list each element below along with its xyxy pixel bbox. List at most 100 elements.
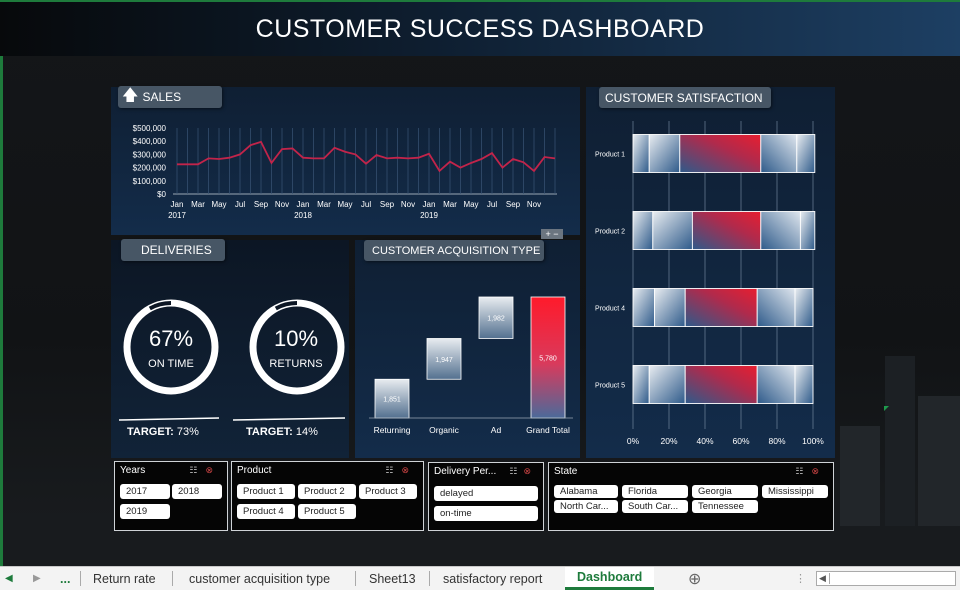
satisfaction-segment (652, 211, 693, 250)
tab-return-rate[interactable]: Return rate (93, 571, 156, 586)
drag-handle-icon[interactable]: ⋮ (795, 573, 806, 585)
satisfaction-segment (756, 365, 796, 404)
years-slicer[interactable]: Years ☷⊗ 2017 2018 2019 (114, 461, 228, 531)
x-tick-label: May (337, 200, 352, 209)
slicer-item-on-time[interactable]: on-time (434, 506, 538, 521)
slicer-multiselect-icon[interactable]: ☷⊗ (509, 466, 537, 476)
category-label: Product 5 (595, 383, 625, 390)
slicer-item-delayed[interactable]: delayed (434, 486, 538, 501)
slicer-multiselect-icon[interactable]: ☷⊗ (795, 466, 827, 476)
x-tick-label: May (463, 200, 478, 209)
waterfall-value-label: 1,947 (435, 357, 453, 364)
more-sheets-button[interactable]: ... (60, 571, 71, 586)
slicer-item-2017[interactable]: 2017 (120, 484, 170, 499)
scroll-right-icon[interactable]: ▶ (33, 573, 41, 584)
x-year-label: 2017 (168, 211, 186, 220)
y-tick-label: $400,000 (133, 137, 167, 146)
clear-filter-icon: ⊗ (205, 465, 221, 475)
satisfaction-bar-chart: 0% 20% 40% 60% 80% 100% Product 1 Product 2 Prod… (595, 121, 824, 446)
waterfall-value-label: 5,780 (539, 356, 557, 363)
acquisition-title: CUSTOMER ACQUISITION TYPE (364, 240, 544, 261)
x-tick-label: 60% (732, 436, 749, 446)
deliveries-gauges (118, 299, 346, 421)
x-tick-label: Sep (506, 200, 521, 209)
slicer-item-product-4[interactable]: Product 4 (237, 504, 295, 519)
dashboard-sheet: CUSTOMER SUCCESS DASHBOARD 🡅 SALES $500,… (0, 0, 960, 566)
delivery-slicer[interactable]: Delivery Per... ☷⊗ delayed on-time (428, 462, 544, 531)
clear-filter-icon: ⊗ (523, 466, 537, 476)
y-tick-label: $100,000 (133, 177, 167, 186)
slicer-item-tennessee[interactable]: Tennessee (692, 500, 758, 513)
acquisition-panel[interactable]: CUSTOMER ACQUISITION TYPE 1,851 Returning… (355, 240, 580, 458)
category-label: Product 2 (595, 229, 625, 236)
returns-gauge (249, 299, 345, 395)
tab-separator (80, 571, 81, 586)
plus-circle-icon[interactable]: ⊕ (688, 570, 702, 588)
slicer-item-product-5[interactable]: Product 5 (298, 504, 356, 519)
satisfaction-panel[interactable]: CUSTOMER SATISFACTION 0% 20% 40% 60% 80% 100%… (586, 87, 835, 458)
product-slicer-title: Product (237, 465, 272, 476)
returns-percent: 10% (273, 326, 319, 351)
tab-separator (172, 571, 173, 586)
slicer-item-north-carolina[interactable]: North Car... (554, 500, 618, 513)
satisfaction-segment (648, 134, 681, 173)
satisfaction-segment (691, 211, 762, 250)
slicer-item-mississippi[interactable]: Mississippi (762, 485, 828, 498)
sheet-edge (0, 56, 3, 566)
scroll-left-small-icon[interactable]: ◀ (819, 573, 826, 583)
slicer-item-product-3[interactable]: Product 3 (359, 484, 417, 499)
satisfaction-segment (632, 365, 650, 404)
scroll-left-icon[interactable]: ◀ (5, 573, 13, 584)
category-label: Product 4 (595, 306, 625, 313)
x-year-label: 2018 (294, 211, 312, 220)
tab-dashboard[interactable]: Dashboard (565, 567, 655, 590)
satisfaction-segment (632, 211, 654, 250)
waterfall-bar (530, 296, 566, 419)
slicer-item-2018[interactable]: 2018 (172, 484, 222, 499)
tab-sheet13[interactable]: Sheet13 (369, 571, 416, 586)
x-tick-label: Sep (380, 200, 395, 209)
slicer-item-product-1[interactable]: Product 1 (237, 484, 295, 499)
slicer-item-alabama[interactable]: Alabama (554, 485, 618, 498)
returns-target: TARGET: 14% (246, 426, 318, 438)
slicer-item-florida[interactable]: Florida (622, 485, 688, 498)
expand-collapse-buttons[interactable]: + − (541, 229, 563, 239)
slicer-item-georgia[interactable]: Georgia (692, 485, 758, 498)
slicer-item-2019[interactable]: 2019 (120, 504, 170, 519)
on-time-percent: 67% (148, 326, 194, 351)
x-tick-label: Nov (275, 200, 289, 209)
waterfall-category-label: Ad (491, 425, 502, 435)
sales-panel[interactable]: 🡅 SALES $500,000 $400,000 $300,000 $200,000… (111, 86, 580, 235)
x-tick-label: 100% (802, 436, 824, 446)
satisfaction-segment (760, 211, 801, 250)
product-slicer[interactable]: Product ☷⊗ Product 1 Product 2 Product 3… (231, 461, 424, 531)
on-time-label: ON TIME (148, 358, 194, 370)
slicer-multiselect-icon[interactable]: ☷⊗ (189, 465, 221, 475)
returns-label: RETURNS (269, 358, 323, 370)
target-divider (232, 417, 346, 421)
x-tick-label: Jul (361, 200, 371, 209)
deliveries-panel[interactable]: DELIVERIES 67% ON TIME 10% RETURNS TARGE… (111, 239, 349, 458)
horizontal-scrollbar[interactable]: ◀ (816, 571, 956, 586)
x-tick-label: Mar (317, 200, 331, 209)
slicer-multiselect-icon[interactable]: ☷⊗ (385, 465, 417, 475)
tab-satisfactory-report[interactable]: satisfactory report (443, 571, 543, 586)
state-slicer[interactable]: State ☷⊗ Alabama Florida Georgia Mississ… (548, 462, 834, 531)
waterfall-bar (426, 338, 462, 380)
waterfall-bar (374, 378, 410, 419)
clear-filter-icon: ⊗ (401, 465, 417, 475)
slicer-item-product-2[interactable]: Product 2 (298, 484, 356, 499)
satisfaction-segment (799, 211, 816, 250)
sales-title-text: SALES (142, 90, 182, 104)
tab-customer-acquisition-type[interactable]: customer acquisition type (189, 571, 331, 586)
acquisition-waterfall-chart: 1,851 Returning 1,947 Organic 1,982 Ad 5,780 Gr… (369, 296, 573, 435)
y-tick-label: $200,000 (133, 164, 167, 173)
gauge-gap (125, 301, 217, 393)
slicer-item-south-carolina[interactable]: South Car... (622, 500, 688, 513)
x-tick-label: May (211, 200, 226, 209)
waterfall-category-label: Grand Total (526, 425, 570, 435)
waterfall-category-label: Organic (429, 425, 460, 435)
satisfaction-segment (648, 365, 686, 404)
x-tick-label: Jan (171, 200, 184, 209)
scrollbar-divider (829, 573, 830, 584)
